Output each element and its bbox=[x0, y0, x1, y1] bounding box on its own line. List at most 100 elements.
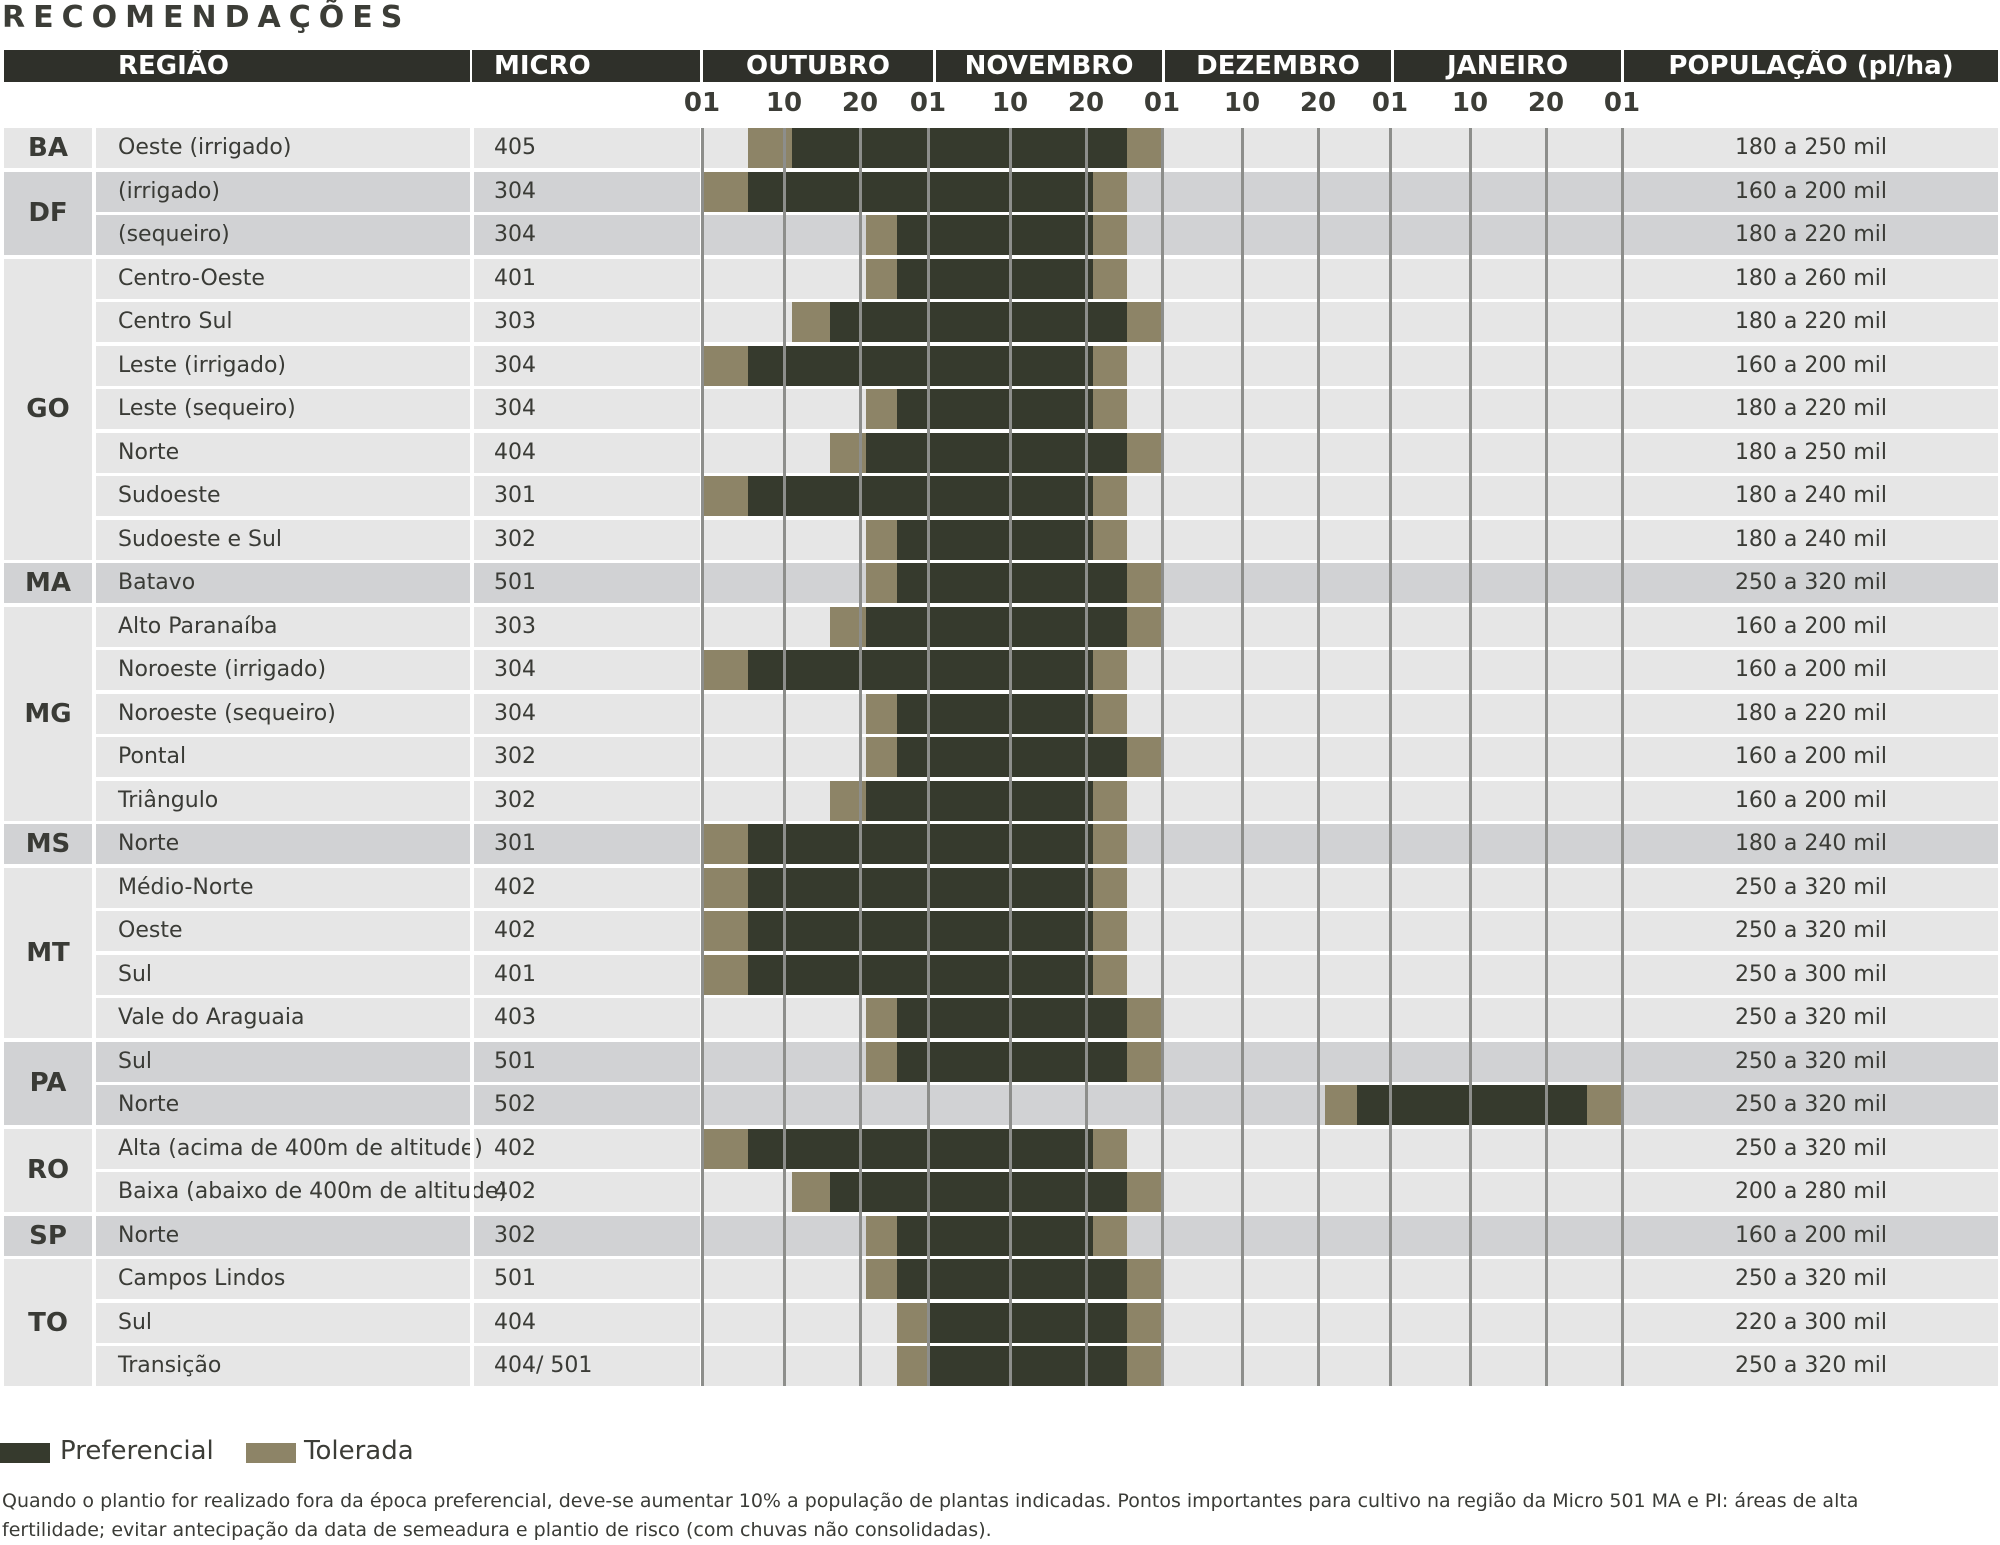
row-regiao: Norte bbox=[118, 1092, 180, 1117]
row-regiao: Norte bbox=[118, 831, 180, 856]
header-regiao: REGIÃO bbox=[4, 50, 470, 82]
column-divider bbox=[470, 128, 474, 1386]
row-regiao: Norte bbox=[118, 1222, 180, 1248]
row-micro: 303 bbox=[494, 309, 536, 334]
row-micro: 405 bbox=[494, 135, 536, 160]
row-micro: 402 bbox=[494, 1135, 536, 1161]
row-populacao: 180 a 240 mil bbox=[1734, 526, 1888, 552]
row-micro: 304 bbox=[494, 352, 536, 378]
period-bar-tolerada bbox=[702, 171, 748, 212]
period-bar-tolerada bbox=[1092, 911, 1128, 951]
date-tick: 01 bbox=[683, 88, 721, 118]
date-tick: 01 bbox=[1603, 88, 1641, 118]
row-micro: 302 bbox=[494, 787, 536, 813]
period-bar-preferencial bbox=[747, 650, 1093, 690]
row-populacao: 250 a 320 mil bbox=[1734, 570, 1888, 595]
period-bar-preferencial bbox=[747, 345, 1093, 386]
row-regiao: Centro-Oeste bbox=[118, 265, 265, 291]
row-populacao: 250 a 320 mil bbox=[1734, 918, 1888, 943]
state-code: PA bbox=[4, 1041, 92, 1125]
period-bar-tolerada bbox=[1127, 563, 1162, 603]
period-bar-tolerada bbox=[1127, 128, 1162, 168]
row-regiao: (irrigado) bbox=[118, 178, 220, 204]
row-regiao: Oeste (irrigado) bbox=[118, 135, 292, 160]
period-bar-tolerada bbox=[866, 563, 898, 603]
state-code: SP bbox=[4, 1215, 92, 1256]
period-bar-preferencial bbox=[928, 1302, 1128, 1343]
period-bar-tolerada bbox=[866, 1215, 898, 1256]
row-populacao: 160 a 200 mil bbox=[1734, 787, 1888, 813]
row-populacao: 250 a 320 mil bbox=[1734, 1005, 1888, 1030]
date-tick: 10 bbox=[1451, 88, 1489, 118]
row-micro: 301 bbox=[494, 483, 536, 508]
state-code: MT bbox=[4, 867, 92, 1038]
date-gridline bbox=[783, 128, 786, 1386]
table-row bbox=[4, 1085, 1998, 1125]
period-bar-tolerada bbox=[702, 476, 748, 516]
row-micro: 401 bbox=[494, 265, 536, 291]
state-code: MS bbox=[4, 824, 92, 864]
date-gridline bbox=[701, 128, 704, 1386]
row-regiao: Batavo bbox=[118, 570, 196, 595]
row-populacao: 250 a 320 mil bbox=[1734, 1092, 1888, 1117]
period-bar-tolerada bbox=[866, 737, 898, 777]
period-bar-tolerada bbox=[866, 258, 898, 299]
period-bar-preferencial bbox=[747, 911, 1093, 951]
row-populacao: 180 a 220 mil bbox=[1734, 222, 1888, 247]
state-code: MA bbox=[4, 563, 92, 603]
period-bar-tolerada bbox=[1127, 432, 1162, 473]
row-micro: 404 bbox=[494, 439, 536, 465]
row-micro: 301 bbox=[494, 831, 536, 856]
period-bar-tolerada bbox=[897, 1346, 928, 1386]
row-populacao: 250 a 320 mil bbox=[1734, 1135, 1888, 1161]
row-micro: 402 bbox=[494, 918, 536, 943]
period-bar-tolerada bbox=[702, 954, 748, 995]
row-micro: 501 bbox=[494, 1266, 536, 1291]
row-regiao: Leste (irrigado) bbox=[118, 352, 286, 378]
period-bar-tolerada bbox=[1092, 215, 1128, 255]
period-bar-tolerada bbox=[866, 389, 898, 429]
period-bar-tolerada bbox=[1587, 1085, 1622, 1125]
period-bar-tolerada bbox=[866, 693, 898, 734]
row-micro: 402 bbox=[494, 1179, 536, 1204]
row-micro: 501 bbox=[494, 1048, 536, 1074]
period-bar-preferencial bbox=[897, 737, 1128, 777]
period-bar-tolerada bbox=[1127, 302, 1162, 342]
date-tick: 10 bbox=[991, 88, 1029, 118]
row-regiao: Sul bbox=[118, 961, 153, 987]
period-bar-tolerada bbox=[1127, 1259, 1162, 1299]
period-bar-tolerada bbox=[702, 824, 748, 864]
row-regiao: Oeste bbox=[118, 918, 183, 943]
date-tick: 01 bbox=[909, 88, 947, 118]
period-bar-tolerada bbox=[1127, 606, 1162, 647]
row-populacao: 180 a 240 mil bbox=[1734, 483, 1888, 508]
row-populacao: 180 a 250 mil bbox=[1734, 439, 1888, 465]
row-regiao: Norte bbox=[118, 439, 180, 465]
header-populacao: POPULAÇÃO (pl/ha) bbox=[1624, 50, 1998, 82]
row-regiao: Médio-Norte bbox=[118, 874, 254, 900]
period-bar-preferencial bbox=[747, 824, 1093, 864]
period-bar-tolerada bbox=[1092, 171, 1128, 212]
header-regiao-label: REGIÃO bbox=[118, 51, 230, 81]
period-bar-preferencial bbox=[747, 476, 1093, 516]
period-bar-preferencial bbox=[747, 867, 1093, 908]
row-regiao: Alta (acima de 400m de altitude) bbox=[118, 1135, 483, 1161]
period-bar-tolerada bbox=[1092, 1215, 1128, 1256]
row-micro: 302 bbox=[494, 744, 536, 769]
period-bar-preferencial bbox=[866, 780, 1093, 821]
period-bar-preferencial bbox=[897, 998, 1128, 1038]
period-bar-tolerada bbox=[1092, 258, 1128, 299]
header-micro: MICRO bbox=[472, 50, 700, 82]
period-bar-preferencial bbox=[897, 1041, 1128, 1082]
period-bar-tolerada bbox=[1092, 824, 1128, 864]
date-gridline bbox=[859, 128, 862, 1386]
row-populacao: 160 a 200 mil bbox=[1734, 1222, 1888, 1248]
period-bar-tolerada bbox=[1324, 1085, 1358, 1125]
period-bar-preferencial bbox=[747, 1128, 1093, 1169]
period-bar-tolerada bbox=[1092, 650, 1128, 690]
period-bar-tolerada bbox=[791, 1172, 830, 1212]
state-code: BA bbox=[4, 128, 92, 168]
row-micro: 404 bbox=[494, 1309, 536, 1335]
row-regiao: Transição bbox=[118, 1353, 222, 1378]
row-populacao: 250 a 320 mil bbox=[1734, 1353, 1888, 1378]
